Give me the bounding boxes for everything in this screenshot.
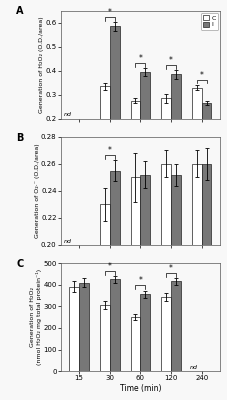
Text: nd: nd: [64, 112, 72, 117]
Legend: C, I: C, I: [201, 13, 218, 30]
Text: *: *: [108, 262, 112, 271]
Y-axis label: Generation of H₂O₂
(nmol H₂O₂ mg total protein⁻¹): Generation of H₂O₂ (nmol H₂O₂ mg total p…: [30, 269, 42, 365]
Text: *: *: [200, 70, 204, 80]
Bar: [202, 164, 212, 245]
Bar: [131, 101, 140, 119]
Bar: [161, 98, 171, 119]
Text: nd: nd: [64, 239, 72, 244]
Bar: [171, 74, 181, 119]
Bar: [192, 164, 202, 245]
Bar: [110, 279, 120, 371]
Bar: [100, 305, 110, 371]
Text: *: *: [138, 276, 142, 286]
Bar: [131, 317, 140, 371]
Bar: [100, 204, 110, 245]
Bar: [140, 72, 150, 119]
Bar: [131, 178, 140, 245]
Text: *: *: [169, 56, 173, 65]
Text: *: *: [108, 8, 112, 17]
Bar: [110, 26, 120, 119]
Text: *: *: [108, 146, 112, 155]
Text: nd: nd: [189, 364, 197, 370]
Bar: [110, 171, 120, 245]
Bar: [140, 175, 150, 245]
Text: *: *: [169, 264, 173, 273]
Bar: [171, 282, 181, 371]
Y-axis label: Generation of H₂O₂ (O.D./area): Generation of H₂O₂ (O.D./area): [39, 16, 44, 113]
Bar: [171, 175, 181, 245]
Bar: [192, 88, 202, 119]
X-axis label: Time (min): Time (min): [120, 384, 161, 393]
Bar: [69, 287, 79, 371]
Text: C: C: [16, 259, 23, 269]
Bar: [202, 103, 212, 119]
Bar: [161, 164, 171, 245]
Bar: [140, 294, 150, 371]
Text: A: A: [16, 6, 24, 16]
Bar: [100, 86, 110, 119]
Text: B: B: [16, 133, 24, 143]
Text: *: *: [138, 54, 142, 63]
Bar: [161, 297, 171, 371]
Bar: [79, 282, 89, 371]
Y-axis label: Generation of O₂·⁻ (O.D./area): Generation of O₂·⁻ (O.D./area): [35, 144, 39, 238]
